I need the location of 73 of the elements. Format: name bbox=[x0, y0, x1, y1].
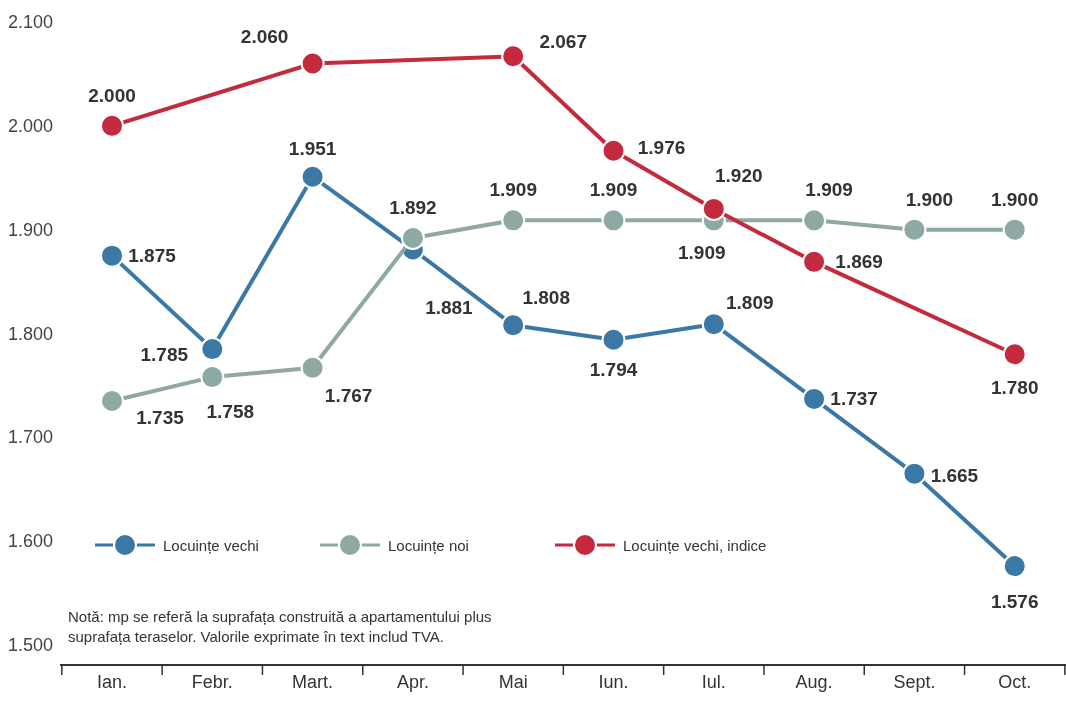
point bbox=[1002, 342, 1027, 367]
point bbox=[100, 243, 124, 268]
data-label: 1.780 bbox=[990, 376, 1039, 398]
legend-label: Locuințe vechi, indice bbox=[623, 536, 767, 554]
y-tick-label: 2.000 bbox=[8, 115, 54, 136]
data-label: 1.869 bbox=[835, 251, 883, 273]
point bbox=[701, 196, 726, 221]
point bbox=[802, 208, 827, 233]
x-tick-label: Iun. bbox=[598, 672, 629, 692]
y-tick-label: 1.900 bbox=[8, 219, 54, 240]
data-label: 1.758 bbox=[206, 400, 255, 422]
x-tick-label: Apr. bbox=[396, 672, 429, 692]
data-label: 1.892 bbox=[389, 197, 437, 219]
point bbox=[802, 386, 827, 411]
point bbox=[1002, 217, 1027, 242]
x-tick-label: Ian. bbox=[96, 672, 128, 692]
point bbox=[100, 113, 124, 138]
y-tick-label: 1.700 bbox=[8, 427, 54, 448]
x-tick-label: Febr. bbox=[191, 672, 233, 692]
point bbox=[701, 312, 726, 337]
point bbox=[601, 138, 626, 163]
y-tick-label: 1.800 bbox=[8, 323, 54, 344]
point bbox=[501, 313, 526, 338]
point bbox=[501, 44, 526, 69]
point bbox=[1002, 554, 1027, 579]
data-label: 1.909 bbox=[589, 178, 638, 200]
data-label: 1.909 bbox=[678, 241, 726, 263]
x-tick-label: Iul. bbox=[701, 672, 726, 692]
data-label: 1.951 bbox=[288, 138, 337, 160]
data-label: 2.000 bbox=[88, 85, 136, 107]
data-label: 1.737 bbox=[830, 388, 878, 410]
data-label: 1.976 bbox=[637, 137, 686, 159]
data-label: 1.785 bbox=[140, 343, 189, 365]
legend-label: Locuințe vechi bbox=[163, 536, 259, 554]
data-label: 1.900 bbox=[905, 189, 954, 211]
point bbox=[300, 51, 325, 76]
data-label: 2.060 bbox=[240, 26, 289, 48]
data-label: 1.794 bbox=[589, 359, 638, 381]
point bbox=[902, 461, 927, 486]
annotation: Notă: mp se referă la suprafața construită a apartamentului plus suprafața teraselor. Valorile exprimate în text includ TVA. bbox=[68, 608, 492, 645]
point bbox=[200, 337, 225, 362]
data-label: 1.809 bbox=[726, 291, 774, 313]
x-tick-label: Oct. bbox=[998, 672, 1032, 692]
data-label: 1.875 bbox=[128, 245, 177, 267]
data-label: 1.881 bbox=[425, 296, 474, 318]
point bbox=[400, 225, 425, 250]
point bbox=[300, 164, 325, 189]
data-label: 1.909 bbox=[489, 178, 537, 200]
x-tick-label: Aug. bbox=[795, 672, 833, 692]
data-label: 2.067 bbox=[539, 30, 587, 52]
data-label: 1.767 bbox=[324, 385, 373, 407]
data-label: 1.576 bbox=[990, 590, 1039, 612]
data-label: 1.920 bbox=[715, 165, 763, 187]
point bbox=[501, 208, 526, 233]
point bbox=[902, 217, 927, 242]
data-label: 1.735 bbox=[136, 407, 185, 429]
data-label: 1.665 bbox=[930, 465, 979, 487]
x-tick-label: Mai bbox=[498, 672, 528, 692]
point bbox=[200, 365, 225, 390]
y-tick-label: 1.600 bbox=[8, 531, 54, 552]
data-label: 1.900 bbox=[990, 189, 1039, 211]
data-label: 1.808 bbox=[522, 286, 570, 308]
x-tick-label: Sept. bbox=[893, 672, 936, 692]
point bbox=[100, 388, 124, 413]
data-label: 1.909 bbox=[805, 178, 853, 200]
point bbox=[601, 327, 626, 352]
point bbox=[802, 249, 827, 274]
y-tick-label: 2.100 bbox=[8, 12, 54, 32]
y-tick-label: 1.500 bbox=[8, 635, 54, 655]
point bbox=[601, 208, 626, 233]
legend-label: Locuințe noi bbox=[388, 536, 469, 554]
point bbox=[300, 355, 325, 380]
x-tick-label: Mart. bbox=[292, 672, 334, 692]
